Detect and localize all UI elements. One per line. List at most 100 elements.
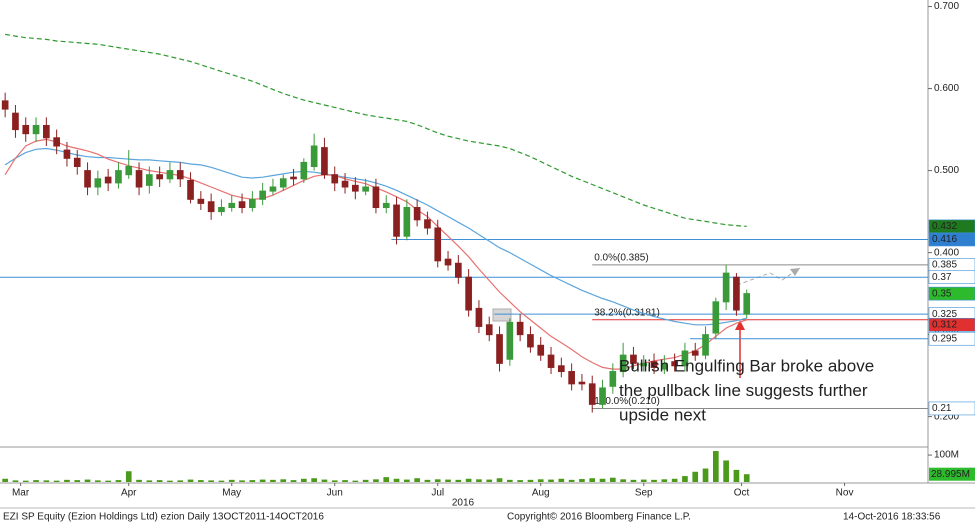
highlight-box	[492, 308, 512, 322]
candle-body	[187, 179, 194, 200]
candle-body	[609, 371, 617, 387]
candle-body	[712, 301, 720, 334]
volume-bar	[733, 469, 740, 482]
candle-body	[135, 170, 143, 188]
volume-bar	[146, 480, 153, 482]
volume-bar	[383, 477, 390, 482]
fib-label: 38.2%(0.3181)	[594, 307, 660, 318]
volume-bar	[682, 476, 688, 482]
volume-bar	[507, 479, 513, 482]
candle-body	[12, 112, 19, 131]
candle-body	[722, 272, 730, 303]
candle-body	[455, 262, 462, 278]
price-badge-label: 0.37	[932, 272, 952, 283]
volume-bar	[84, 479, 91, 482]
volume-bar	[53, 480, 60, 482]
candle-body	[156, 174, 163, 180]
candle-body	[465, 276, 472, 311]
price-badge	[928, 286, 975, 301]
candle-body	[702, 334, 709, 356]
volume-bar	[527, 479, 534, 482]
volume-bar	[22, 480, 29, 482]
volume-bar	[723, 460, 729, 482]
candle-body	[640, 362, 648, 367]
annotation-text: Bullish Engulfing Bar broke above	[619, 356, 874, 375]
volume-bar	[404, 479, 410, 482]
volume-bar	[558, 478, 565, 482]
candle-body	[331, 174, 339, 184]
candle-body	[660, 362, 668, 370]
candle-body	[444, 258, 452, 266]
fib-label: 0.0%(0.385)	[594, 253, 648, 264]
volume-bar	[414, 478, 420, 482]
fib-label: 100.0%(0.210)	[594, 396, 660, 407]
price-badge-label: 0.416	[932, 234, 957, 245]
volume-bar	[671, 478, 678, 482]
volume-bar	[434, 479, 441, 482]
volume-bar	[177, 480, 184, 482]
candle-body	[53, 137, 60, 147]
x-tick-label: Jun	[327, 488, 343, 499]
volume-bar	[43, 480, 50, 482]
candle-body	[321, 147, 328, 176]
price-badge	[928, 232, 975, 247]
candle-body	[557, 365, 565, 373]
candle-body	[259, 190, 266, 200]
candle-body	[1, 100, 9, 110]
price-badge	[928, 317, 975, 332]
candle-body	[393, 204, 400, 237]
price-badge-label: 0.432	[932, 221, 957, 232]
volume-bar	[743, 474, 750, 482]
volume-bar	[105, 480, 111, 482]
candle-body	[630, 354, 637, 364]
candle-body	[341, 180, 349, 188]
volume-bar	[239, 480, 245, 482]
candle-body	[506, 321, 514, 360]
footer-center: Copyright© 2016 Bloomberg Finance L.P.	[507, 512, 691, 523]
projection-arrowhead	[790, 268, 800, 276]
candle-body	[115, 170, 122, 184]
volume-bar	[136, 479, 142, 482]
candle-body	[434, 227, 442, 262]
volume-bar	[64, 479, 70, 482]
volume-bar	[331, 480, 338, 482]
x-tick-label: Nov	[836, 488, 854, 499]
volume-bar	[290, 480, 297, 482]
volume-bar	[218, 480, 225, 482]
candle-body	[310, 145, 318, 167]
candle-body	[743, 293, 751, 315]
volume-bar	[362, 479, 369, 482]
candle-body	[32, 124, 40, 135]
candle-body	[382, 202, 390, 209]
volume-bar	[156, 480, 163, 482]
candle-body	[104, 176, 112, 184]
moving-average	[5, 33, 747, 227]
candle-body	[372, 186, 380, 209]
volume-bar	[259, 479, 266, 482]
candle-body	[588, 383, 596, 405]
volume-bar	[424, 479, 431, 482]
price-badge-label: 0.325	[932, 309, 957, 320]
volume-bar	[548, 479, 554, 482]
volume-bar	[702, 468, 709, 482]
candle-body	[238, 201, 246, 209]
y-tick-label: 0.500	[934, 165, 959, 176]
volume-bar	[373, 479, 379, 482]
volume-bar	[517, 480, 523, 482]
candle-body	[537, 344, 545, 356]
candle-body	[691, 350, 699, 356]
volume-bar	[620, 479, 626, 482]
volume-bar	[393, 478, 400, 482]
y-tick-label: 0.200	[934, 411, 959, 422]
candle-body	[176, 170, 184, 180]
volume-bar	[579, 479, 585, 482]
annotation-arrowhead	[735, 320, 745, 330]
volume-bar	[280, 479, 287, 482]
projection-arrow	[736, 267, 801, 286]
volume-bar	[311, 478, 317, 482]
candle-body	[125, 165, 133, 176]
price-badge	[928, 331, 975, 346]
volume-bar	[208, 480, 214, 482]
volume-tick-label: 100M	[934, 450, 959, 461]
